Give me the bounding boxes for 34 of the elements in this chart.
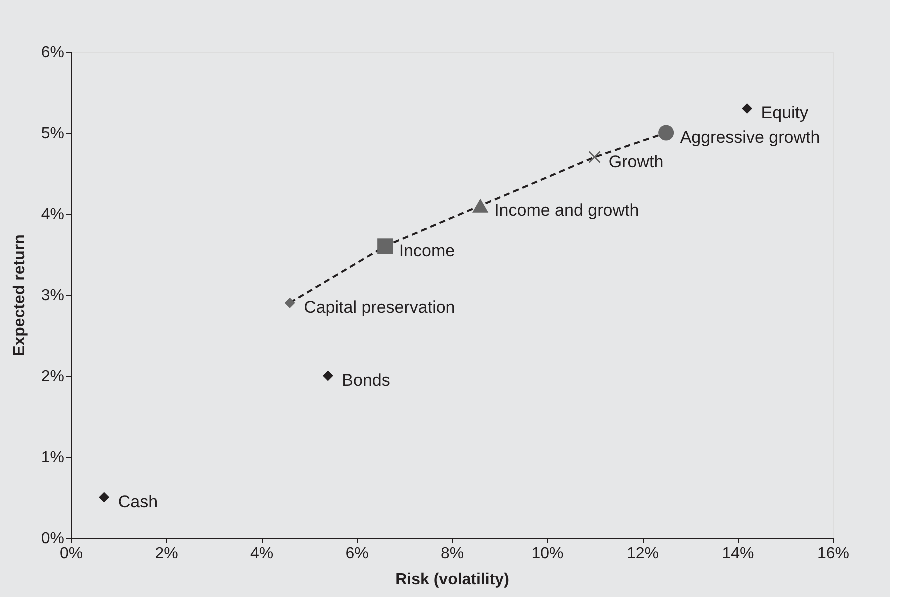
series-label: Cash: [118, 492, 158, 512]
series-label: Income: [399, 241, 456, 260]
x-tick-label: 4%: [250, 546, 274, 562]
series-label: Aggressive growth: [680, 128, 820, 147]
x-tick-label: 0%: [60, 546, 84, 562]
y-tick-label: 6%: [41, 44, 64, 62]
y-tick-label: 0%: [41, 530, 64, 548]
x-tick-label: 8%: [440, 546, 464, 562]
series-label: Bonds: [342, 371, 390, 390]
x-tick-label: 2%: [155, 546, 178, 562]
x-tick-label: 12%: [626, 546, 660, 562]
y-tick-label: 2%: [41, 368, 64, 386]
point: [284, 298, 296, 308]
y-tick-label: 1%: [41, 450, 64, 466]
series-label: Equity: [761, 104, 810, 123]
y-axis-title: Expected return: [11, 234, 28, 356]
x-tick-label: 6%: [346, 546, 369, 562]
series-label: Growth: [608, 152, 664, 172]
point: [322, 370, 334, 382]
y-tick-label: 4%: [41, 206, 64, 224]
x-tick-label: 14%: [722, 546, 754, 562]
point: [378, 238, 394, 254]
point: [472, 198, 489, 213]
y-tick-label: 5%: [41, 126, 64, 142]
x-axis-title: Risk (volatility): [396, 572, 510, 588]
point: [588, 151, 602, 164]
point: [99, 492, 110, 503]
point: [658, 125, 674, 141]
series-label: Income and growth: [494, 200, 640, 220]
x-tick-label: 16%: [817, 546, 850, 562]
point: [742, 103, 753, 114]
series-label: Capital preservation: [304, 298, 456, 318]
y-tick-label: 3%: [41, 288, 64, 304]
x-tick-label: 10%: [532, 546, 564, 562]
